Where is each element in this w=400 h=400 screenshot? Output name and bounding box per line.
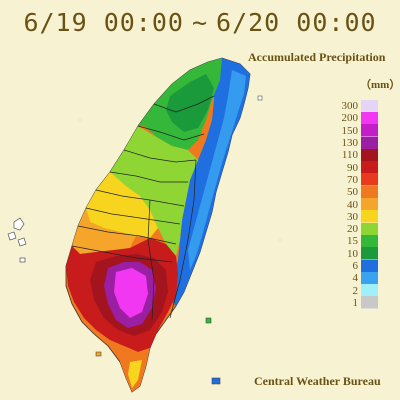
region-darkgreen-north bbox=[166, 74, 214, 132]
legend-level-label: 110 bbox=[341, 149, 358, 162]
precipitation-legend: 300 200 150 130 110 90 70 50 40 30 20 15 10 6 4 2 1 bbox=[330, 99, 390, 310]
legend-level-label: 50 bbox=[347, 186, 358, 199]
legend-row: 20 bbox=[330, 222, 390, 236]
offshore-islands bbox=[95, 95, 263, 385]
legend-row: 70 bbox=[330, 173, 390, 187]
legend-level-label: 300 bbox=[341, 100, 359, 113]
legend-color-swatch bbox=[361, 259, 378, 273]
legend-level-label: 20 bbox=[347, 223, 358, 236]
legend-unit: （mm） bbox=[360, 79, 400, 91]
legend-level-label: 4 bbox=[352, 272, 359, 285]
legend-level-label: 1 bbox=[352, 296, 359, 309]
legend-level-label: 40 bbox=[347, 198, 358, 211]
legend-color-swatch bbox=[361, 148, 378, 162]
legend-level-label: 6 bbox=[352, 260, 359, 272]
legend-row: 150 bbox=[330, 124, 390, 138]
legend-row: 1 bbox=[330, 296, 390, 310]
legend-color-swatch bbox=[361, 247, 378, 261]
orchid-island bbox=[211, 377, 221, 385]
legend-row: 4 bbox=[330, 271, 390, 285]
legend-color-swatch bbox=[361, 284, 378, 298]
legend-row: 50 bbox=[330, 185, 390, 199]
legend-row: 15 bbox=[330, 234, 390, 248]
start-time: 6/19 00:00 bbox=[23, 8, 184, 37]
legend-color-swatch bbox=[361, 296, 378, 310]
legend-row: 130 bbox=[330, 136, 390, 150]
green-island bbox=[205, 317, 212, 324]
legend-row: 200 bbox=[330, 111, 390, 125]
penghu-island-c bbox=[19, 257, 26, 263]
legend-level-label: 15 bbox=[347, 235, 358, 248]
legend-title: Accumulated Precipitation bbox=[248, 50, 386, 64]
legend-level-label: 200 bbox=[341, 112, 359, 125]
southwest-islet bbox=[95, 351, 102, 357]
end-time: 6/20 00:00 bbox=[216, 8, 377, 37]
legend-color-swatch bbox=[361, 234, 378, 248]
region-magenta-south bbox=[114, 268, 148, 318]
legend-level-label: 10 bbox=[347, 247, 358, 260]
credit-text: Central Weather Bureau bbox=[254, 374, 381, 388]
legend-color-swatch bbox=[361, 161, 378, 175]
range-separator: ~ bbox=[191, 8, 209, 37]
legend-row: 110 bbox=[330, 148, 390, 162]
northeast-islet bbox=[257, 95, 263, 101]
legend-row: 40 bbox=[330, 198, 390, 212]
time-range-title: 6/19 00:00 ~6/20 00:00 bbox=[0, 8, 400, 37]
penghu-island-a bbox=[7, 231, 17, 241]
legend-color-swatch bbox=[361, 99, 378, 113]
legend-row: 90 bbox=[330, 161, 390, 175]
legend-color-swatch bbox=[361, 185, 378, 199]
rainfall-regions bbox=[66, 58, 250, 392]
legend-row: 30 bbox=[330, 210, 390, 224]
legend-color-swatch bbox=[361, 222, 378, 236]
legend-level-label: 30 bbox=[347, 210, 358, 223]
legend-row: 2 bbox=[330, 284, 390, 298]
legend-color-swatch bbox=[361, 210, 378, 224]
legend-row: 6 bbox=[330, 259, 390, 273]
legend-color-swatch bbox=[361, 111, 378, 125]
region-yellow-tip bbox=[128, 360, 142, 388]
region-lightblue-east bbox=[188, 70, 246, 270]
legend-row: 300 bbox=[330, 99, 390, 113]
legend-level-label: 70 bbox=[347, 173, 358, 186]
legend-level-label: 130 bbox=[341, 137, 359, 150]
region-yellow-central bbox=[86, 172, 158, 238]
penghu-islands bbox=[7, 217, 27, 263]
legend-color-swatch bbox=[361, 198, 378, 212]
legend-color-swatch bbox=[361, 271, 378, 285]
legend-row: 10 bbox=[330, 247, 390, 261]
legend-level-label: 150 bbox=[341, 124, 359, 137]
county-boundaries bbox=[71, 95, 215, 321]
legend-level-label: 2 bbox=[352, 284, 359, 297]
legend-level-label: 90 bbox=[347, 161, 358, 174]
legend-color-swatch bbox=[361, 124, 378, 138]
penghu-island-b bbox=[17, 237, 27, 247]
legend-color-swatch bbox=[361, 136, 378, 150]
penghu-island-main bbox=[13, 217, 25, 231]
legend-color-swatch bbox=[361, 173, 378, 187]
